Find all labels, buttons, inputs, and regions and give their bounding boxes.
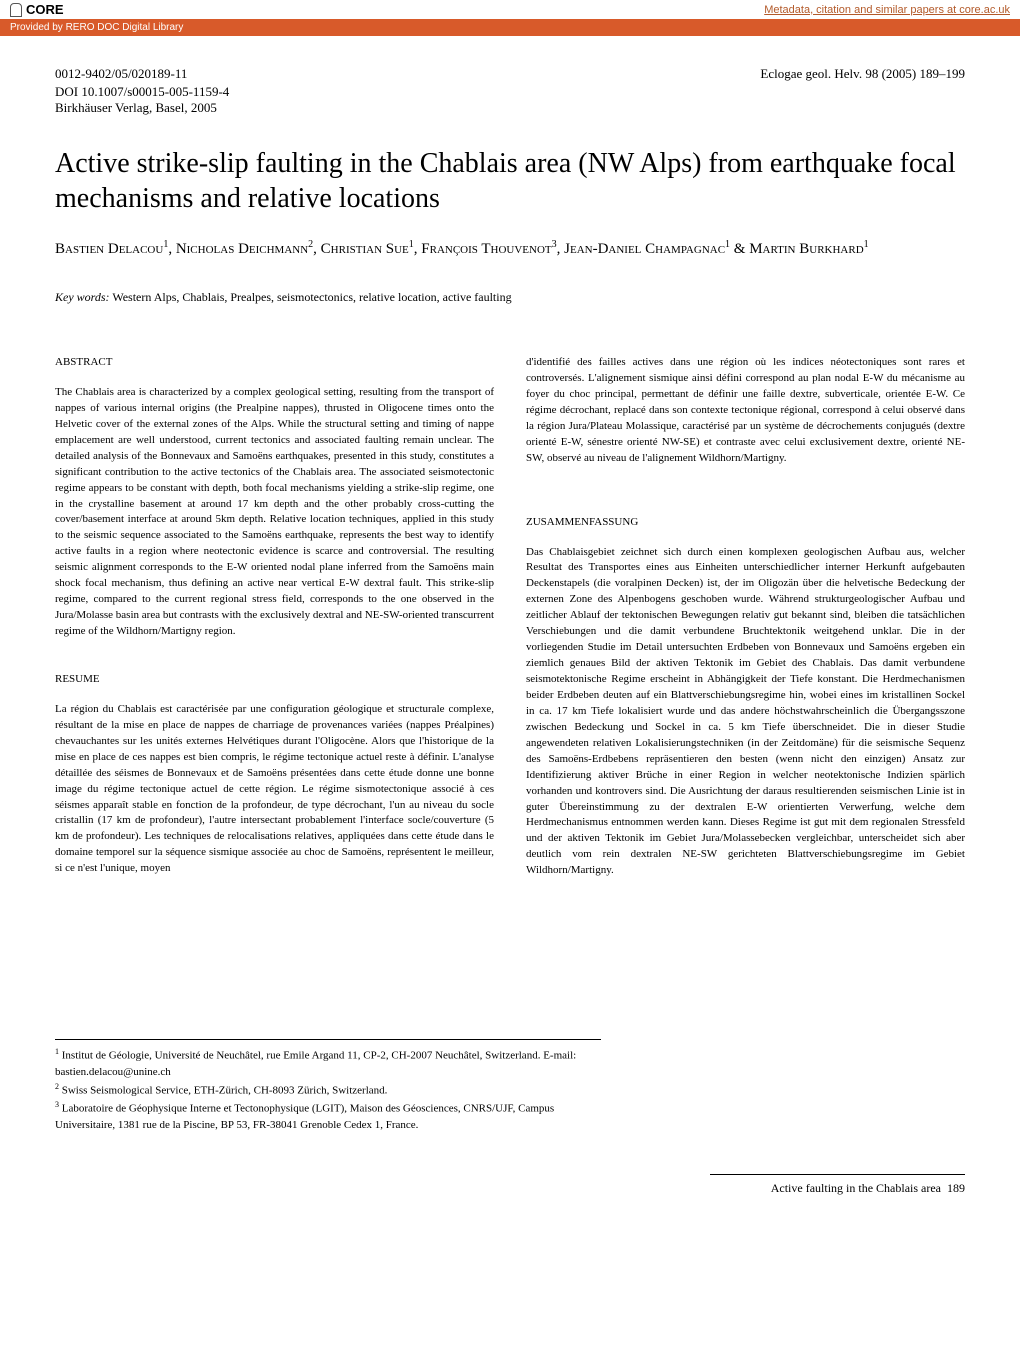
keywords-text: Western Alps, Chablais, Prealpes, seismo…: [110, 290, 512, 304]
affiliation-item: 1 Institut de Géologie, Université de Ne…: [55, 1046, 601, 1081]
resume-text: La région du Chablais est caractérisée p…: [55, 702, 494, 877]
keywords-label: Key words:: [55, 290, 110, 304]
left-column: ABSTRACT The Chablais area is characteri…: [55, 355, 494, 879]
header-meta: 0012-9402/05/020189-11 Eclogae geol. Hel…: [55, 66, 965, 82]
provided-by-text: Provided by RERO DOC Digital Library: [10, 22, 183, 33]
page-footer: Active faulting in the Chablais area 189: [710, 1174, 965, 1196]
author-list: Bastien Delacou1, Nicholas Deichmann2, C…: [55, 238, 965, 260]
issn-line: 0012-9402/05/020189-11: [55, 66, 187, 82]
provided-by-bar: Provided by RERO DOC Digital Library: [0, 19, 1020, 36]
resume-head: RESUME: [55, 672, 494, 688]
affiliation-item: 2 Swiss Seismological Service, ETH-Züric…: [55, 1081, 601, 1099]
core-logo: CORE: [10, 2, 64, 17]
page-number: 189: [947, 1181, 965, 1195]
resume-continuation: d'identifié des failles actives dans une…: [526, 355, 965, 467]
running-head: Active faulting in the Chablais area: [771, 1181, 941, 1195]
core-logo-text: CORE: [26, 2, 64, 17]
article-title: Active strike-slip faulting in the Chabl…: [55, 146, 965, 216]
keywords: Key words: Western Alps, Chablais, Preal…: [55, 290, 965, 305]
doi-line: DOI 10.1007/s00015-005-1159-4: [55, 84, 965, 100]
abstract-columns: ABSTRACT The Chablais area is characteri…: [55, 355, 965, 879]
core-banner: CORE Metadata, citation and similar pape…: [0, 0, 1020, 19]
abstract-head: ABSTRACT: [55, 355, 494, 371]
metadata-link[interactable]: Metadata, citation and similar papers at…: [764, 4, 1010, 16]
page-content: 0012-9402/05/020189-11 Eclogae geol. Hel…: [0, 36, 1020, 1236]
abstract-text: The Chablais area is characterized by a …: [55, 385, 494, 640]
affiliation-item: 3 Laboratoire de Géophysique Interne et …: [55, 1099, 601, 1134]
core-logo-icon: [10, 3, 22, 17]
zusammenfassung-head: ZUSAMMENFASSUNG: [526, 515, 965, 531]
journal-ref: Eclogae geol. Helv. 98 (2005) 189–199: [760, 66, 965, 82]
affiliations: 1 Institut de Géologie, Université de Ne…: [55, 1039, 601, 1133]
zusammenfassung-text: Das Chablaisgebiet zeichnet sich durch e…: [526, 545, 965, 880]
right-column: d'identifié des failles actives dans une…: [526, 355, 965, 879]
publisher-line: Birkhäuser Verlag, Basel, 2005: [55, 100, 965, 116]
